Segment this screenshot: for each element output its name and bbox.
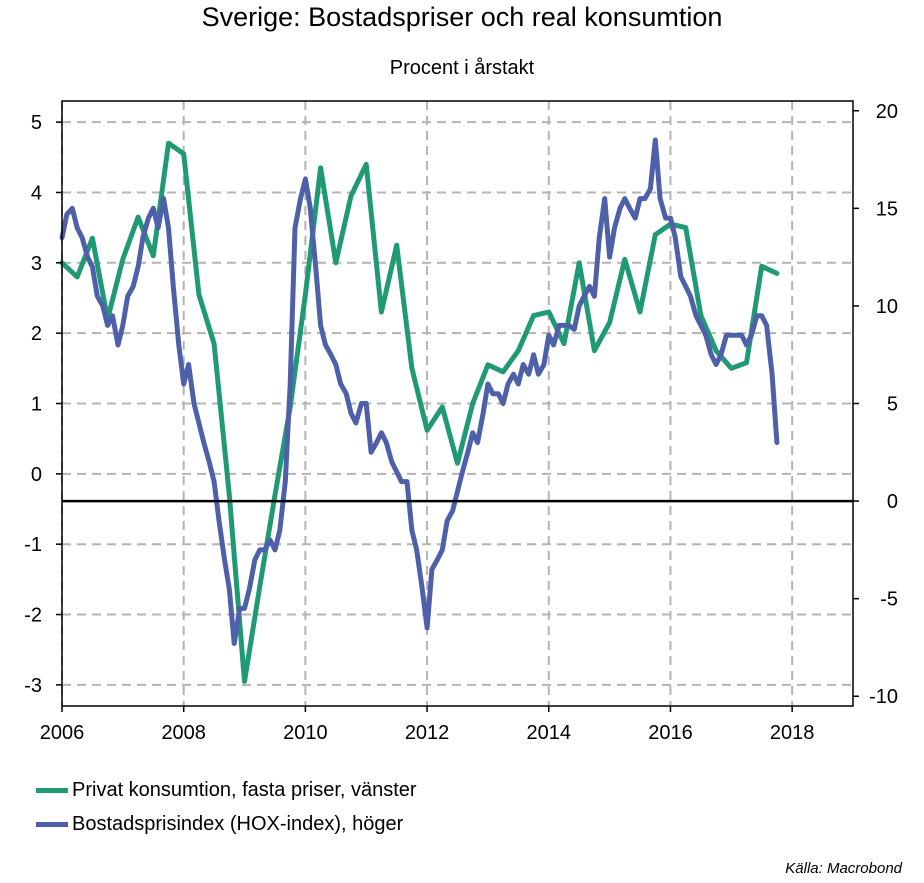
right-tick-label: 10 — [876, 296, 898, 318]
left-tick-label: 4 — [31, 182, 42, 204]
chart-title: Sverige: Bostadspriser och real konsumti… — [201, 2, 723, 32]
x-tick-label: 2014 — [527, 722, 572, 744]
left-tick-label: -1 — [24, 534, 42, 556]
right-tick-label: 0 — [887, 491, 898, 513]
x-tick-label: 2016 — [648, 722, 693, 744]
left-tick-label: -2 — [24, 605, 42, 627]
right-tick-label: -5 — [880, 589, 898, 611]
chart-subtitle: Procent i årstakt — [389, 57, 535, 79]
x-tick-label: 2012 — [405, 722, 450, 744]
legend-swatch-hox — [36, 821, 68, 827]
left-tick-label: 3 — [31, 253, 42, 275]
right-tick-label: -10 — [869, 686, 898, 708]
legend-item-consumption: Privat konsumtion, fasta priser, vänster — [36, 773, 417, 807]
plot-frame — [61, 100, 854, 707]
legend-label-hox: Bostadsprisindex (HOX-index), höger — [72, 812, 404, 835]
right-tick-label: 20 — [876, 101, 898, 123]
x-tick-label: 2008 — [161, 722, 206, 744]
right-tick-label: 15 — [876, 198, 898, 220]
legend-label-consumption: Privat konsumtion, fasta priser, vänster — [72, 778, 417, 801]
legend: Privat konsumtion, fasta priser, vänster… — [36, 773, 417, 841]
series-layer — [59, 137, 780, 684]
series-line-hox — [59, 137, 780, 646]
legend-item-hox: Bostadsprisindex (HOX-index), höger — [36, 807, 417, 841]
left-tick-label: 2 — [31, 323, 42, 345]
grid-lines — [61, 101, 853, 706]
right-tick-label: 5 — [887, 394, 898, 416]
x-tick-label: 2010 — [283, 722, 328, 744]
series-line-consumption — [59, 140, 780, 684]
x-tick-label: 2018 — [770, 722, 815, 744]
left-tick-label: 5 — [31, 112, 42, 134]
left-tick-label: -3 — [24, 675, 42, 697]
left-tick-label: 0 — [31, 464, 42, 486]
source-note: Källa: Macrobond — [785, 860, 902, 877]
left-tick-label: 1 — [31, 394, 42, 416]
axes: 2006 2008 2010 2012 2014 2016 2018543210-1-2-3… — [24, 100, 898, 744]
legend-swatch-consumption — [36, 787, 68, 793]
x-tick-label: 2006 — [40, 722, 85, 744]
